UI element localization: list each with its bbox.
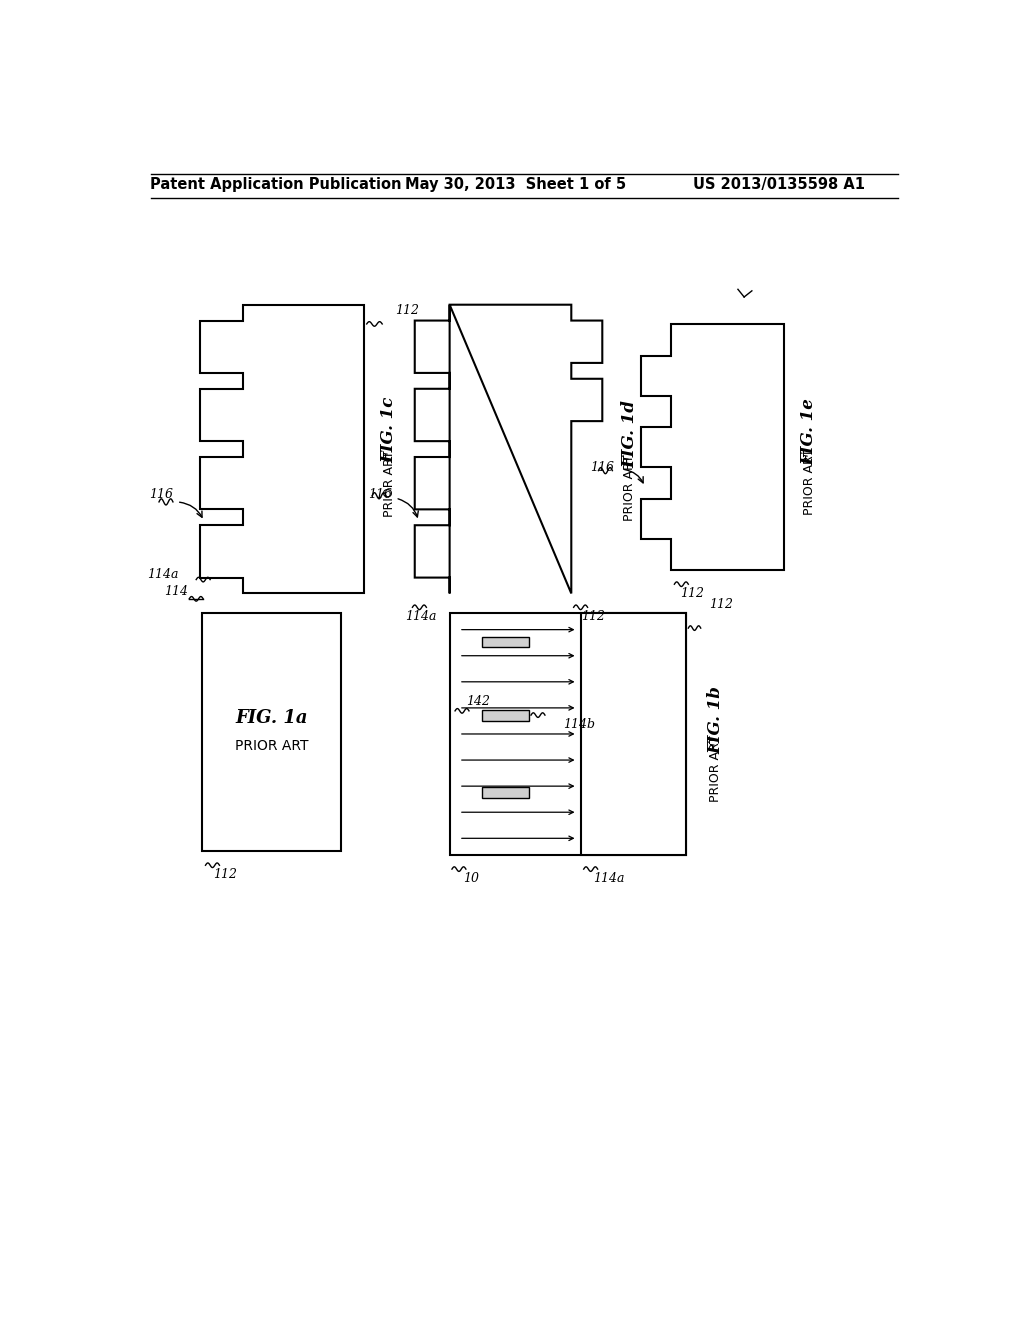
- Text: 116: 116: [590, 461, 614, 474]
- Text: 116: 116: [150, 487, 173, 500]
- Text: FIG. 1e: FIG. 1e: [801, 399, 818, 465]
- Text: 112: 112: [680, 587, 705, 601]
- Polygon shape: [415, 305, 602, 594]
- Text: 112: 112: [395, 305, 420, 317]
- Text: PRIOR ART: PRIOR ART: [803, 449, 816, 515]
- Bar: [482, 636, 528, 647]
- Text: 114: 114: [164, 585, 187, 598]
- Text: 112: 112: [213, 869, 237, 880]
- Text: May 30, 2013  Sheet 1 of 5: May 30, 2013 Sheet 1 of 5: [404, 177, 626, 193]
- Text: PRIOR ART: PRIOR ART: [383, 450, 395, 517]
- Text: 112: 112: [710, 598, 733, 611]
- Text: PRIOR ART: PRIOR ART: [709, 735, 722, 803]
- Text: 142: 142: [466, 696, 490, 708]
- Text: FIG. 1a: FIG. 1a: [236, 709, 307, 727]
- Bar: [582, 612, 686, 855]
- Text: FIG. 1c: FIG. 1c: [381, 396, 397, 463]
- Polygon shape: [641, 323, 784, 570]
- Text: 112: 112: [581, 610, 605, 623]
- Text: 10: 10: [463, 871, 479, 884]
- Text: 114b: 114b: [563, 718, 596, 731]
- Text: 114a: 114a: [146, 568, 178, 581]
- Bar: [482, 787, 528, 797]
- Text: PRIOR ART: PRIOR ART: [234, 739, 308, 752]
- Bar: [202, 612, 341, 851]
- Text: FIG. 1d: FIG. 1d: [621, 400, 638, 467]
- Bar: [450, 612, 686, 855]
- Text: 116: 116: [368, 487, 392, 500]
- Text: 114a: 114a: [593, 871, 625, 884]
- Bar: [482, 710, 528, 721]
- Text: PRIOR ART: PRIOR ART: [623, 454, 636, 521]
- Text: US 2013/0135598 A1: US 2013/0135598 A1: [693, 177, 865, 193]
- Polygon shape: [200, 305, 365, 594]
- Text: 114a: 114a: [406, 610, 436, 623]
- Text: FIG. 1b: FIG. 1b: [707, 686, 724, 754]
- Text: Patent Application Publication: Patent Application Publication: [150, 177, 401, 193]
